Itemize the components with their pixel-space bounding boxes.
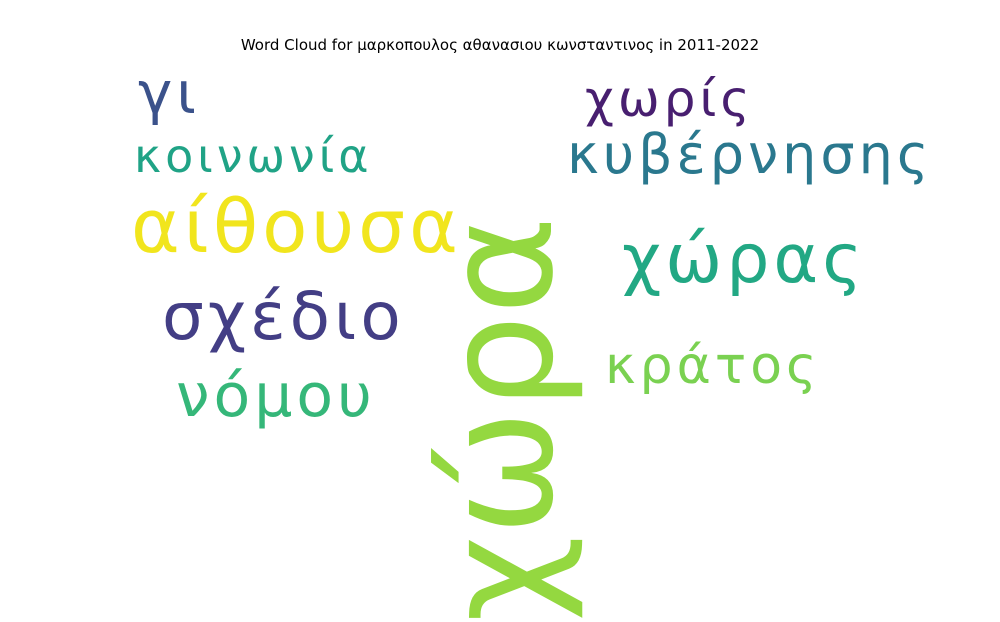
word-gi: γι bbox=[138, 59, 200, 127]
word-nomou: νόμου bbox=[176, 361, 376, 431]
chart-title: Word Cloud for μαρκοπουλος αθανασιου κων… bbox=[240, 36, 760, 54]
word-chora: χώρα bbox=[413, 215, 587, 622]
word-schedio: σχέδιο bbox=[162, 278, 405, 355]
word-choris: χωρίς bbox=[585, 70, 754, 128]
word-koinonia: κοινωνία bbox=[134, 129, 373, 183]
word-kyvernisis: κυβέρνησης bbox=[567, 123, 933, 186]
word-aithousa: αίθουσα bbox=[131, 184, 462, 270]
word-kratos: κράτος bbox=[605, 336, 821, 396]
word-choras: χώρας bbox=[622, 220, 867, 299]
